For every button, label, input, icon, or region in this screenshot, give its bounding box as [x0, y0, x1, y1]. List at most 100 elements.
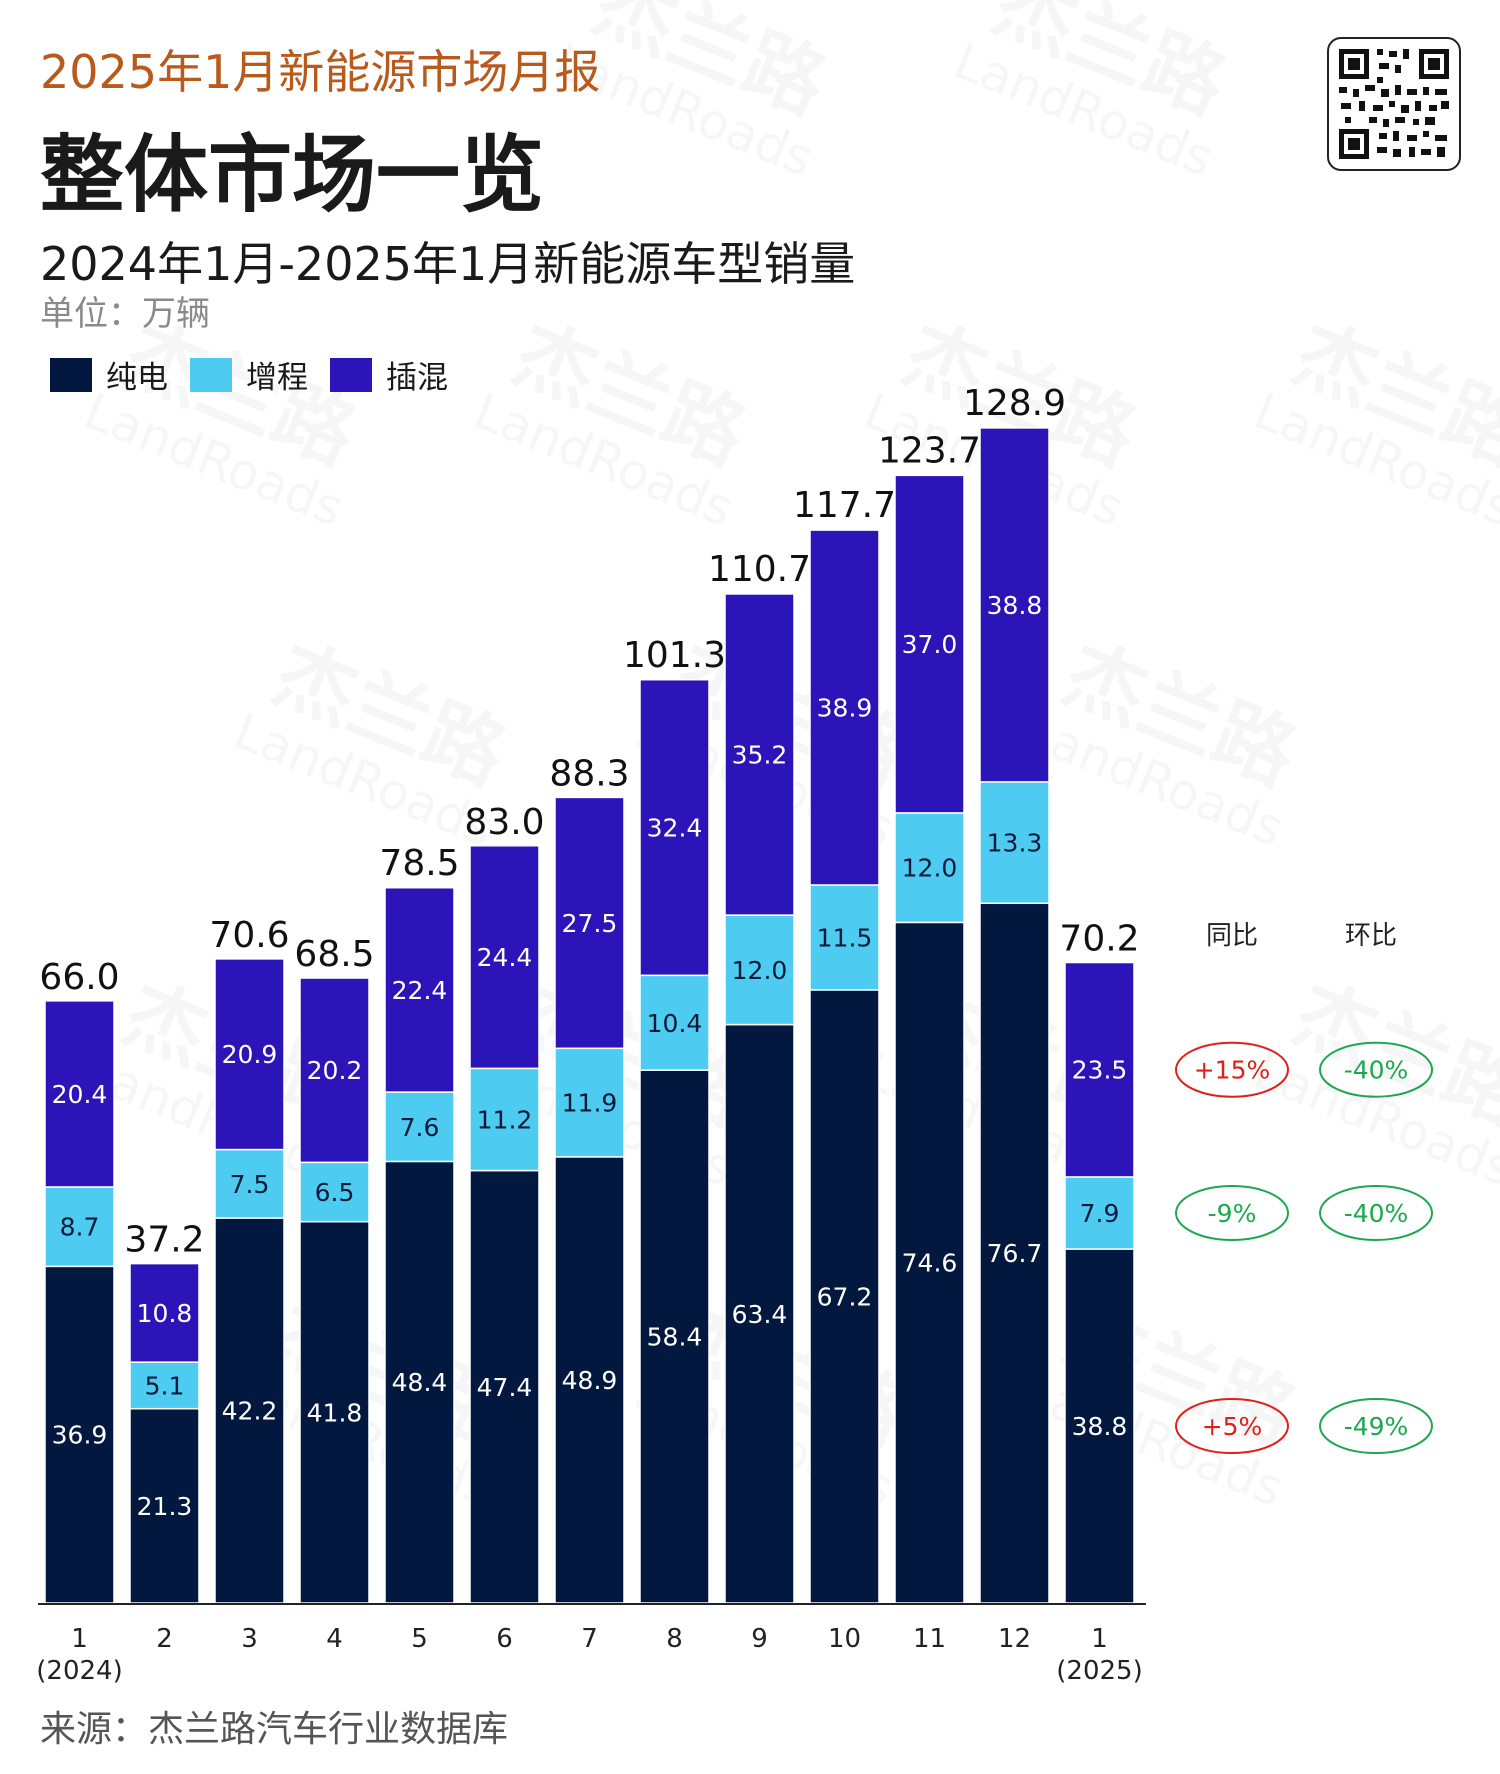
mom-badge-value: -40% — [1344, 1056, 1409, 1085]
bar-segment — [44, 1000, 115, 1188]
segment-value-label: 58.4 — [647, 1323, 703, 1352]
x-tick-label: 6 — [496, 1624, 513, 1654]
x-tick-label: 7 — [581, 1624, 598, 1654]
segment-value-label: 20.4 — [52, 1080, 108, 1109]
yoy-badge-ring — [1175, 1398, 1289, 1455]
segment-value-label: 37.0 — [902, 630, 958, 659]
qr-code-icon — [1327, 37, 1461, 171]
yoy-badge-ring — [1175, 1184, 1289, 1241]
segment-value-label: 8.7 — [60, 1213, 100, 1242]
bar-segment — [809, 989, 880, 1604]
x-tick-label: 5 — [411, 1624, 428, 1654]
legend-item-erev: 增程 — [190, 352, 308, 397]
segment-value-label: 21.3 — [137, 1492, 193, 1521]
total-label: 83.0 — [464, 802, 544, 843]
bar-segment — [214, 958, 285, 1151]
bar-segment — [129, 1262, 200, 1363]
segment-value-label: 13.3 — [987, 829, 1043, 858]
mom-header: 环比 — [1345, 921, 1397, 951]
stacked-bar-chart: 36.98.720.466.01(2024)21.35.110.837.2242… — [36, 383, 1433, 1686]
total-label: 37.2 — [124, 1220, 204, 1261]
x-tick-label: 1 — [1091, 1624, 1108, 1654]
x-tick-label: 12 — [998, 1624, 1031, 1654]
total-label: 70.2 — [1059, 919, 1139, 960]
total-label: 117.7 — [793, 485, 896, 526]
total-label: 110.7 — [708, 549, 811, 590]
bar-segment — [299, 1220, 370, 1604]
yoy-badge-value: +5% — [1202, 1412, 1263, 1441]
segment-value-label: 24.4 — [477, 943, 533, 972]
bar-segment — [809, 884, 880, 991]
x-tick-label: 2 — [156, 1624, 173, 1654]
bar-segment — [469, 1067, 540, 1172]
segment-value-label: 63.4 — [732, 1300, 788, 1329]
bar-segment — [299, 977, 370, 1164]
mom-badge-value: -40% — [1344, 1199, 1409, 1228]
segment-value-label: 11.9 — [562, 1089, 618, 1118]
total-label: 88.3 — [549, 753, 629, 794]
unit-label: 单位：万辆 — [40, 294, 210, 334]
bar-segment — [554, 1047, 625, 1158]
segment-value-label: 20.9 — [222, 1040, 278, 1069]
segment-value-label: 47.4 — [477, 1373, 533, 1402]
segment-value-label: 41.8 — [307, 1398, 363, 1427]
page-title: 整体市场一览 — [40, 126, 545, 224]
total-label: 123.7 — [878, 430, 981, 471]
segment-value-label: 42.2 — [222, 1396, 278, 1425]
segment-value-label: 23.5 — [1072, 1056, 1128, 1085]
bar-segment — [894, 921, 965, 1604]
segment-value-label: 11.5 — [817, 923, 873, 952]
bar-segment — [894, 474, 965, 814]
bar-segment — [1064, 961, 1135, 1178]
segment-value-label: 38.8 — [987, 591, 1043, 620]
bar-segment — [724, 914, 795, 1026]
bar-segment — [129, 1407, 200, 1604]
segment-value-label: 6.5 — [315, 1178, 355, 1207]
bar-segment — [894, 812, 965, 924]
segment-value-label: 36.9 — [52, 1421, 108, 1450]
segment-value-label: 7.5 — [230, 1170, 270, 1199]
legend: 纯电 增程 插混 — [50, 352, 448, 397]
segment-value-label: 38.9 — [817, 694, 873, 723]
segment-value-label: 7.6 — [400, 1113, 440, 1142]
x-tick-label: 9 — [751, 1624, 768, 1654]
bar-segment — [214, 1217, 285, 1604]
bar-segment — [214, 1148, 285, 1219]
x-tick-year-label: (2025) — [1056, 1656, 1142, 1686]
bar-segment — [639, 678, 710, 977]
segment-value-label: 7.9 — [1080, 1199, 1120, 1228]
total-label: 128.9 — [963, 383, 1066, 424]
segment-value-label: 27.5 — [562, 909, 618, 938]
yoy-badge-value: -9% — [1208, 1199, 1257, 1228]
yoy-badge-value: +15% — [1194, 1056, 1271, 1085]
bar-segment — [469, 845, 540, 1070]
bar-segment — [469, 1169, 540, 1604]
segment-value-label: 48.9 — [562, 1366, 618, 1395]
mom-badge-ring — [1319, 1398, 1433, 1455]
bar-segment — [809, 529, 880, 886]
segment-value-label: 38.8 — [1072, 1412, 1128, 1441]
x-tick-label: 3 — [241, 1624, 258, 1654]
total-label: 66.0 — [39, 957, 119, 998]
legend-item-bev: 纯电 — [50, 352, 168, 397]
total-label: 78.5 — [379, 843, 459, 884]
yoy-badge-ring — [1175, 1041, 1289, 1098]
qr-code-graphic — [1339, 49, 1449, 159]
bar-segment — [724, 593, 795, 916]
bar-segment — [639, 974, 710, 1071]
segment-value-label: 76.7 — [987, 1239, 1043, 1268]
segment-value-label: 12.0 — [902, 854, 958, 883]
legend-swatch-phev — [330, 357, 372, 392]
bar-segment — [1064, 1176, 1135, 1250]
segment-value-label: 12.0 — [732, 956, 788, 985]
mom-badge-ring — [1319, 1041, 1433, 1098]
chart-title: 2024年1月-2025年1月新能源车型销量 — [40, 237, 856, 291]
mom-badge-value: -49% — [1344, 1412, 1409, 1441]
legend-swatch-erev — [190, 357, 232, 392]
bar-segment — [384, 1091, 455, 1163]
total-label: 68.5 — [294, 934, 374, 975]
segment-value-label: 35.2 — [732, 741, 788, 770]
segment-value-label: 74.6 — [902, 1249, 958, 1278]
x-tick-label: 1 — [71, 1624, 88, 1654]
x-tick-label: 10 — [828, 1624, 861, 1654]
